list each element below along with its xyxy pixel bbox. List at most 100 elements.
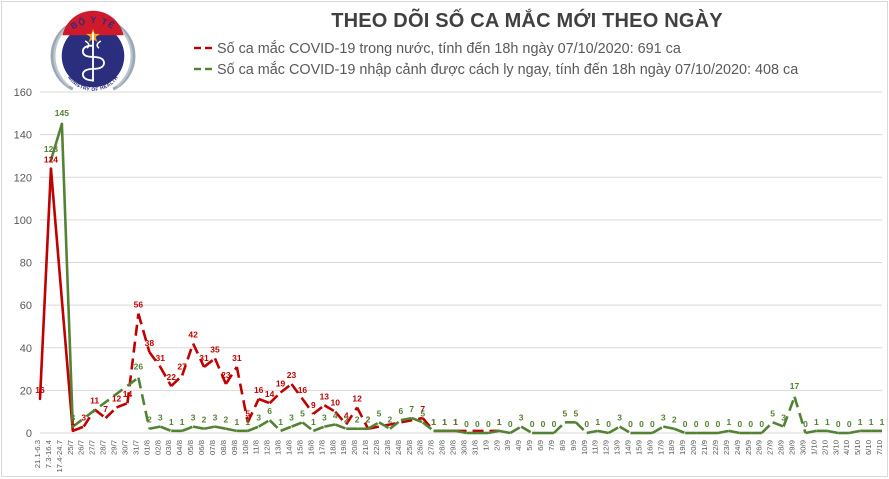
- svg-text:1: 1: [858, 417, 863, 427]
- svg-text:0: 0: [639, 419, 644, 429]
- svg-text:5: 5: [563, 408, 568, 418]
- svg-text:07/8: 07/8: [208, 440, 217, 455]
- svg-text:80: 80: [20, 258, 32, 270]
- svg-text:2: 2: [344, 415, 349, 425]
- svg-text:5: 5: [573, 408, 578, 418]
- svg-text:0: 0: [803, 419, 808, 429]
- svg-text:1: 1: [595, 417, 600, 427]
- svg-text:56: 56: [134, 300, 144, 310]
- svg-text:18/9: 18/9: [667, 440, 676, 455]
- svg-text:27: 27: [177, 361, 187, 371]
- svg-text:6: 6: [267, 406, 272, 416]
- svg-text:01/8: 01/8: [142, 440, 151, 455]
- svg-text:3: 3: [781, 413, 786, 423]
- svg-text:29/8: 29/8: [449, 440, 458, 455]
- svg-text:22/9: 22/9: [711, 440, 720, 455]
- svg-text:10/8: 10/8: [241, 440, 250, 455]
- svg-text:1: 1: [814, 417, 819, 427]
- svg-text:23: 23: [221, 370, 231, 380]
- svg-text:0: 0: [650, 419, 655, 429]
- svg-text:1: 1: [311, 417, 316, 427]
- svg-text:9/9: 9/9: [569, 440, 578, 451]
- svg-text:16: 16: [298, 385, 308, 395]
- svg-text:7/10: 7/10: [875, 440, 884, 455]
- svg-text:5: 5: [770, 408, 775, 418]
- svg-text:0: 0: [737, 419, 742, 429]
- svg-text:2: 2: [147, 415, 152, 425]
- svg-text:1/10: 1/10: [809, 440, 818, 455]
- svg-text:3: 3: [191, 413, 196, 423]
- svg-text:13/8: 13/8: [274, 440, 283, 455]
- svg-text:16/9: 16/9: [645, 440, 654, 455]
- svg-text:13/9: 13/9: [613, 440, 622, 455]
- svg-text:7: 7: [409, 404, 414, 414]
- svg-text:21/9: 21/9: [700, 440, 709, 455]
- svg-text:1: 1: [453, 417, 458, 427]
- svg-text:3: 3: [661, 413, 666, 423]
- svg-text:7.3-16.4: 7.3-16.4: [44, 439, 53, 468]
- svg-text:6/9: 6/9: [536, 440, 545, 451]
- svg-text:1: 1: [497, 417, 502, 427]
- svg-text:1: 1: [234, 417, 239, 427]
- svg-text:14: 14: [123, 389, 133, 399]
- svg-text:02/8: 02/8: [153, 440, 162, 455]
- svg-text:0: 0: [748, 419, 753, 429]
- svg-text:0: 0: [475, 419, 480, 429]
- svg-text:31: 31: [156, 353, 166, 363]
- svg-text:120: 120: [14, 172, 32, 184]
- svg-text:15/9: 15/9: [634, 440, 643, 455]
- svg-text:12: 12: [352, 393, 362, 403]
- svg-text:05/8: 05/8: [186, 440, 195, 455]
- svg-text:25/9: 25/9: [744, 440, 753, 455]
- svg-text:1: 1: [245, 417, 250, 427]
- svg-text:1: 1: [727, 417, 732, 427]
- svg-text:12/9: 12/9: [602, 440, 611, 455]
- svg-text:18/8: 18/8: [328, 440, 337, 455]
- svg-text:04/8: 04/8: [175, 440, 184, 455]
- svg-text:3: 3: [81, 413, 86, 423]
- svg-text:124: 124: [44, 155, 58, 165]
- svg-text:20/9: 20/9: [689, 440, 698, 455]
- svg-text:0: 0: [606, 419, 611, 429]
- svg-text:9: 9: [311, 400, 316, 410]
- svg-text:5: 5: [420, 408, 425, 418]
- svg-text:140: 140: [14, 130, 32, 142]
- svg-text:4: 4: [333, 410, 338, 420]
- svg-text:12: 12: [112, 393, 122, 403]
- svg-text:26/8: 26/8: [416, 440, 425, 455]
- svg-text:0: 0: [584, 419, 589, 429]
- svg-text:19: 19: [276, 379, 286, 389]
- svg-text:21.1-6.3: 21.1-6.3: [33, 440, 42, 468]
- svg-text:30/9: 30/9: [798, 440, 807, 455]
- svg-text:19/8: 19/8: [339, 440, 348, 455]
- svg-text:11/9: 11/9: [591, 440, 600, 454]
- svg-text:3: 3: [158, 413, 163, 423]
- svg-text:17.4-24.7: 17.4-24.7: [55, 440, 64, 472]
- svg-text:3: 3: [289, 413, 294, 423]
- svg-text:7/9: 7/9: [547, 440, 556, 451]
- svg-text:0: 0: [694, 419, 699, 429]
- svg-text:17/8: 17/8: [317, 440, 326, 455]
- svg-text:29/7: 29/7: [110, 440, 119, 455]
- svg-text:8/9: 8/9: [558, 440, 567, 451]
- svg-text:27/8: 27/8: [427, 440, 436, 455]
- svg-text:10: 10: [331, 398, 341, 408]
- svg-text:40: 40: [20, 343, 32, 355]
- svg-text:1: 1: [869, 417, 874, 427]
- svg-text:13: 13: [320, 391, 330, 401]
- svg-text:3: 3: [519, 413, 524, 423]
- svg-text:145: 145: [55, 108, 69, 118]
- svg-text:26/7: 26/7: [77, 440, 86, 455]
- svg-text:26: 26: [134, 362, 144, 372]
- svg-text:1: 1: [431, 417, 436, 427]
- svg-text:28/9: 28/9: [777, 440, 786, 455]
- svg-text:0: 0: [759, 419, 764, 429]
- svg-text:0: 0: [847, 419, 852, 429]
- svg-text:27/9: 27/9: [766, 440, 775, 455]
- svg-text:17: 17: [790, 381, 800, 391]
- svg-text:4/9: 4/9: [514, 440, 523, 451]
- svg-text:2: 2: [202, 415, 207, 425]
- svg-text:0: 0: [486, 419, 491, 429]
- svg-text:15/8: 15/8: [295, 440, 304, 455]
- svg-text:42: 42: [188, 329, 198, 339]
